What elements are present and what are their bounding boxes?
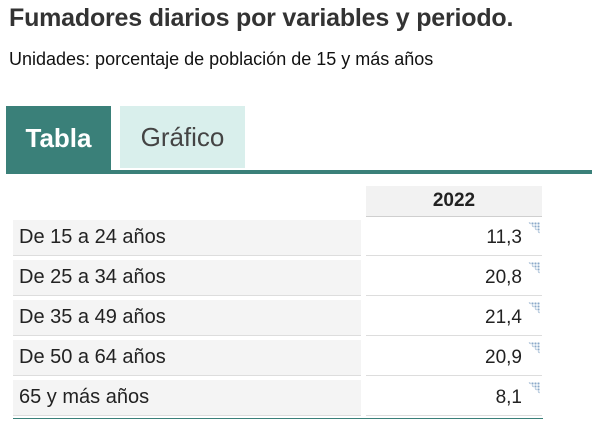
- cell-note-corner-icon[interactable]: [528, 262, 540, 274]
- page-title: Fumadores diarios por variables y period…: [9, 4, 514, 32]
- row-value-text: 21,4: [485, 306, 522, 328]
- table-row: 65 y más años 8,1: [13, 379, 543, 419]
- row-value-text: 8,1: [495, 386, 522, 408]
- cell-note-corner-icon[interactable]: [528, 342, 540, 354]
- cell-note-corner-icon[interactable]: [528, 302, 540, 314]
- column-header-2022[interactable]: 2022: [366, 186, 542, 217]
- row-label[interactable]: De 15 a 24 años: [13, 220, 361, 256]
- table-row: De 35 a 49 años 21,4: [13, 299, 543, 339]
- row-label[interactable]: 65 y más años: [13, 380, 361, 416]
- tabs-underline: [6, 170, 592, 174]
- data-table: 2022 De 15 a 24 años 11,3 De 25 a 34 año…: [13, 186, 543, 419]
- cell-note-corner-icon[interactable]: [528, 382, 540, 394]
- row-label[interactable]: De 50 a 64 años: [13, 340, 361, 376]
- table-bottom-border: [13, 418, 543, 419]
- row-value: 21,4: [366, 300, 542, 336]
- tab-tabla[interactable]: Tabla: [6, 106, 111, 170]
- table-row: De 25 a 34 años 20,8: [13, 259, 543, 299]
- cell-note-corner-icon[interactable]: [528, 222, 540, 234]
- view-tabs: Tabla Gráfico: [6, 106, 592, 174]
- row-value: 8,1: [366, 380, 542, 416]
- row-value-text: 11,3: [486, 226, 522, 248]
- row-value: 20,9: [366, 340, 542, 376]
- row-value: 20,8: [366, 260, 542, 296]
- table-row: De 50 a 64 años 20,9: [13, 339, 543, 379]
- row-value: 11,3: [366, 220, 542, 256]
- table-row: De 15 a 24 años 11,3: [13, 219, 543, 259]
- row-value-text: 20,8: [485, 266, 522, 288]
- table-header-row: 2022: [13, 186, 543, 219]
- row-value-text: 20,9: [485, 346, 522, 368]
- row-label[interactable]: De 25 a 34 años: [13, 260, 361, 296]
- row-label[interactable]: De 35 a 49 años: [13, 300, 361, 336]
- tab-grafico[interactable]: Gráfico: [120, 106, 245, 168]
- page-subtitle: Unidades: porcentaje de población de 15 …: [9, 49, 434, 69]
